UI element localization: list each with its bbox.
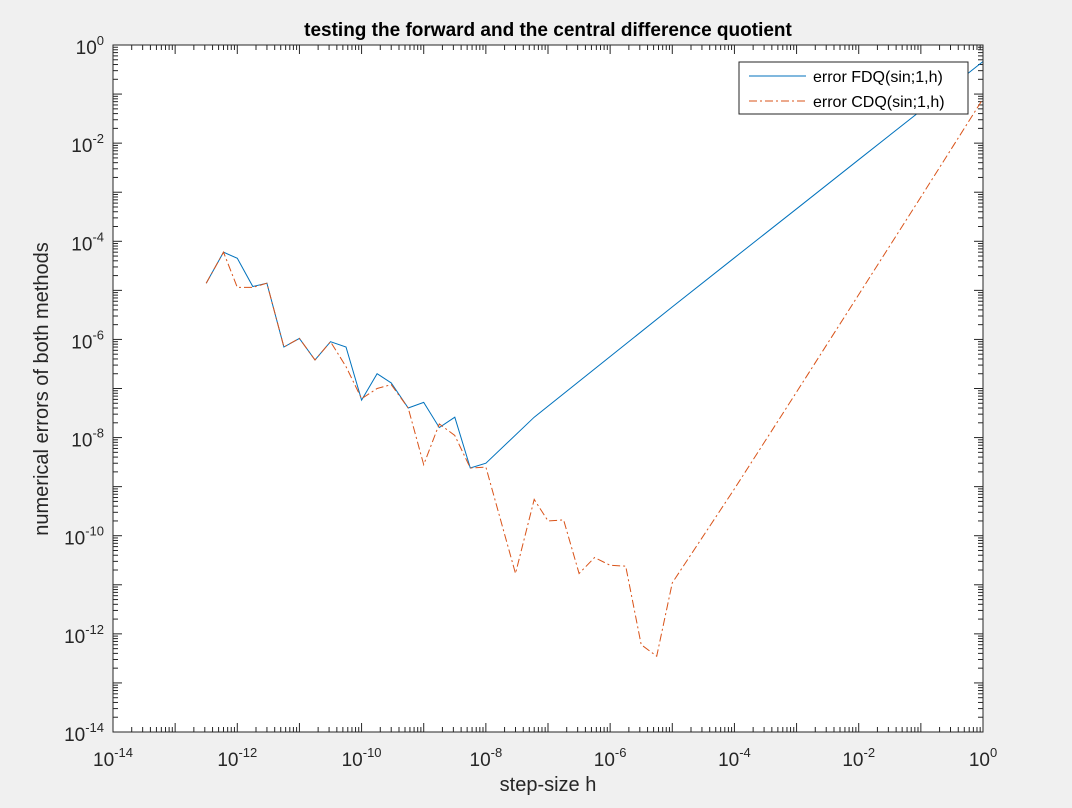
y-tick-label: 10-4 — [71, 229, 104, 255]
x-tick-label: 10-6 — [594, 745, 627, 771]
x-tick-exponent: -2 — [864, 745, 876, 760]
series-lines — [205, 61, 983, 658]
x-tick-base: 10 — [342, 750, 363, 771]
x-tick-exponent: -6 — [615, 745, 627, 760]
y-tick-label: 10-2 — [71, 131, 104, 157]
y-tick-exponent: -14 — [85, 720, 104, 735]
x-tick-base: 10 — [93, 750, 114, 771]
x-tick-label: 10-14 — [93, 745, 133, 771]
legend[interactable]: error FDQ(sin;1,h) error CDQ(sin;1,h) — [738, 61, 969, 115]
x-tick-label: 10-2 — [842, 745, 875, 771]
y-tick-base: 10 — [71, 431, 92, 452]
y-tick-base: 10 — [64, 725, 85, 746]
x-tick-exponent: -4 — [739, 745, 751, 760]
x-tick-label: 10-10 — [342, 745, 382, 771]
y-axis-label: numerical errors of both methods — [31, 242, 53, 535]
x-tick-base: 10 — [969, 750, 990, 771]
x-ticks — [112, 45, 981, 732]
x-tick-label: 10-12 — [217, 745, 257, 771]
x-tick-exponent: -10 — [363, 745, 382, 760]
y-tick-exponent: -8 — [92, 426, 104, 441]
y-tick-label: 10-6 — [71, 327, 104, 353]
x-tick-base: 10 — [217, 750, 238, 771]
x-tick-base: 10 — [470, 750, 491, 771]
chart-title: testing the forward and the central diff… — [304, 20, 792, 41]
series-line-cdq — [205, 98, 983, 658]
x-tick-exponent: -12 — [238, 745, 257, 760]
legend-label-fdq: error FDQ(sin;1,h) — [813, 69, 943, 86]
y-tick-exponent: -12 — [85, 622, 104, 637]
y-tick-label: 10-8 — [71, 426, 104, 452]
legend-box — [738, 61, 969, 115]
y-tick-exponent: 0 — [97, 33, 104, 48]
y-tick-base: 10 — [71, 136, 92, 157]
plot-area — [113, 45, 983, 732]
y-tick-exponent: -2 — [92, 131, 104, 146]
x-tick-base: 10 — [842, 750, 863, 771]
y-tick-base: 10 — [71, 332, 92, 353]
x-tick-base: 10 — [718, 750, 739, 771]
x-tick-base: 10 — [594, 750, 615, 771]
plot-frame — [112, 44, 984, 733]
y-tick-label: 10-10 — [64, 524, 104, 550]
y-tick-label: 10-12 — [64, 622, 104, 648]
y-tick-base: 10 — [64, 627, 85, 648]
x-tick-label: 10-8 — [470, 745, 503, 771]
y-tick-base: 10 — [71, 234, 92, 255]
x-tick-exponent: 0 — [990, 745, 997, 760]
y-tick-exponent: -6 — [92, 327, 104, 342]
y-tick-base: 10 — [76, 38, 97, 59]
x-axis-label: step-size h — [500, 774, 597, 796]
y-tick-exponent: -10 — [85, 524, 104, 539]
x-tick-exponent: -8 — [491, 745, 503, 760]
y-tick-label: 10-14 — [64, 720, 104, 746]
y-tick-label: 100 — [76, 33, 104, 59]
legend-label-cdq: error CDQ(sin;1,h) — [813, 94, 945, 111]
x-tick-labels: 10-14 10-12 10-10 10-8 10-6 10-4 10-2 100 — [93, 745, 997, 771]
x-tick-label: 10-4 — [718, 745, 751, 771]
x-tick-label: 100 — [969, 745, 997, 771]
x-tick-exponent: -14 — [114, 745, 133, 760]
y-tick-base: 10 — [64, 529, 85, 550]
y-tick-exponent: -4 — [92, 229, 104, 244]
